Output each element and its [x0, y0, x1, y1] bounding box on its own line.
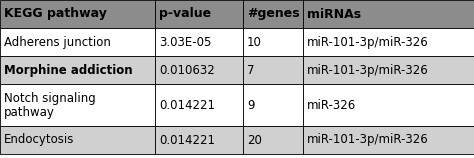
Text: Notch signaling
pathway: Notch signaling pathway: [4, 91, 96, 118]
Text: 10: 10: [247, 36, 262, 49]
Bar: [0, 56, 155, 84]
Text: miRNAs: miRNAs: [307, 7, 361, 21]
Text: 0.010632: 0.010632: [159, 64, 215, 76]
Bar: [155, 28, 243, 56]
Bar: [0, 84, 155, 126]
Bar: [243, 28, 303, 56]
Text: miR-101-3p/miR-326: miR-101-3p/miR-326: [307, 64, 429, 76]
Text: KEGG pathway: KEGG pathway: [4, 7, 107, 21]
Bar: [0, 28, 155, 56]
Text: miR-101-3p/miR-326: miR-101-3p/miR-326: [307, 134, 429, 146]
Bar: [155, 56, 243, 84]
Bar: [155, 0, 243, 28]
Text: 0.014221: 0.014221: [159, 98, 215, 112]
Text: 3.03E-05: 3.03E-05: [159, 36, 211, 49]
Text: p-value: p-value: [159, 7, 211, 21]
Bar: [243, 56, 303, 84]
Bar: [303, 0, 474, 28]
Text: Adherens junction: Adherens junction: [4, 36, 111, 49]
Bar: [243, 84, 303, 126]
Text: 20: 20: [247, 134, 262, 146]
Bar: [243, 0, 303, 28]
Bar: [303, 126, 474, 154]
Bar: [155, 126, 243, 154]
Text: miR-101-3p/miR-326: miR-101-3p/miR-326: [307, 36, 429, 49]
Text: Morphine addiction: Morphine addiction: [4, 64, 133, 76]
Bar: [243, 126, 303, 154]
Text: Endocytosis: Endocytosis: [4, 134, 74, 146]
Bar: [303, 84, 474, 126]
Bar: [0, 126, 155, 154]
Text: 7: 7: [247, 64, 255, 76]
Bar: [303, 56, 474, 84]
Text: #genes: #genes: [247, 7, 300, 21]
Text: 0.014221: 0.014221: [159, 134, 215, 146]
Bar: [303, 28, 474, 56]
Bar: [0, 0, 155, 28]
Text: 9: 9: [247, 98, 255, 112]
Text: miR-326: miR-326: [307, 98, 356, 112]
Bar: [155, 84, 243, 126]
